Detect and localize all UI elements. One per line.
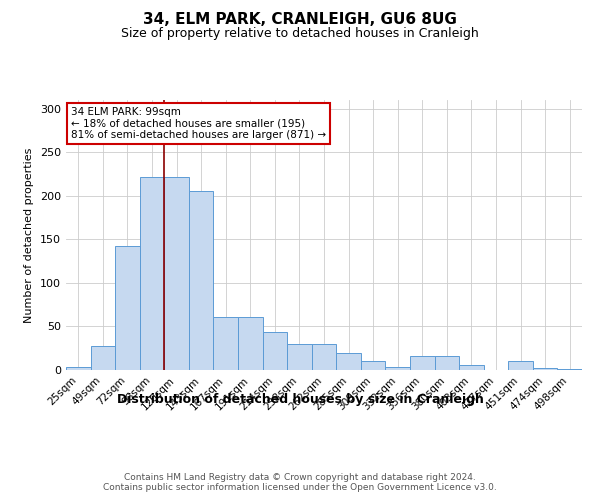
Bar bbox=[410, 356, 434, 370]
Bar bbox=[189, 192, 214, 370]
Bar bbox=[287, 344, 312, 370]
Bar bbox=[434, 356, 459, 370]
Text: Size of property relative to detached houses in Cranleigh: Size of property relative to detached ho… bbox=[121, 28, 479, 40]
Bar bbox=[385, 368, 410, 370]
Bar bbox=[214, 317, 238, 370]
Bar bbox=[557, 369, 582, 370]
Bar bbox=[312, 344, 336, 370]
Bar bbox=[238, 317, 263, 370]
Bar bbox=[533, 368, 557, 370]
Bar bbox=[361, 362, 385, 370]
Bar bbox=[263, 332, 287, 370]
Bar bbox=[459, 365, 484, 370]
Bar bbox=[115, 246, 140, 370]
Bar bbox=[140, 176, 164, 370]
Bar bbox=[336, 352, 361, 370]
Text: Contains HM Land Registry data © Crown copyright and database right 2024.
Contai: Contains HM Land Registry data © Crown c… bbox=[103, 472, 497, 492]
Text: 34, ELM PARK, CRANLEIGH, GU6 8UG: 34, ELM PARK, CRANLEIGH, GU6 8UG bbox=[143, 12, 457, 28]
Y-axis label: Number of detached properties: Number of detached properties bbox=[25, 148, 34, 322]
Bar bbox=[91, 346, 115, 370]
Bar bbox=[66, 366, 91, 370]
Text: 34 ELM PARK: 99sqm
← 18% of detached houses are smaller (195)
81% of semi-detach: 34 ELM PARK: 99sqm ← 18% of detached hou… bbox=[71, 107, 326, 140]
Bar bbox=[508, 362, 533, 370]
Text: Distribution of detached houses by size in Cranleigh: Distribution of detached houses by size … bbox=[116, 392, 484, 406]
Bar bbox=[164, 176, 189, 370]
